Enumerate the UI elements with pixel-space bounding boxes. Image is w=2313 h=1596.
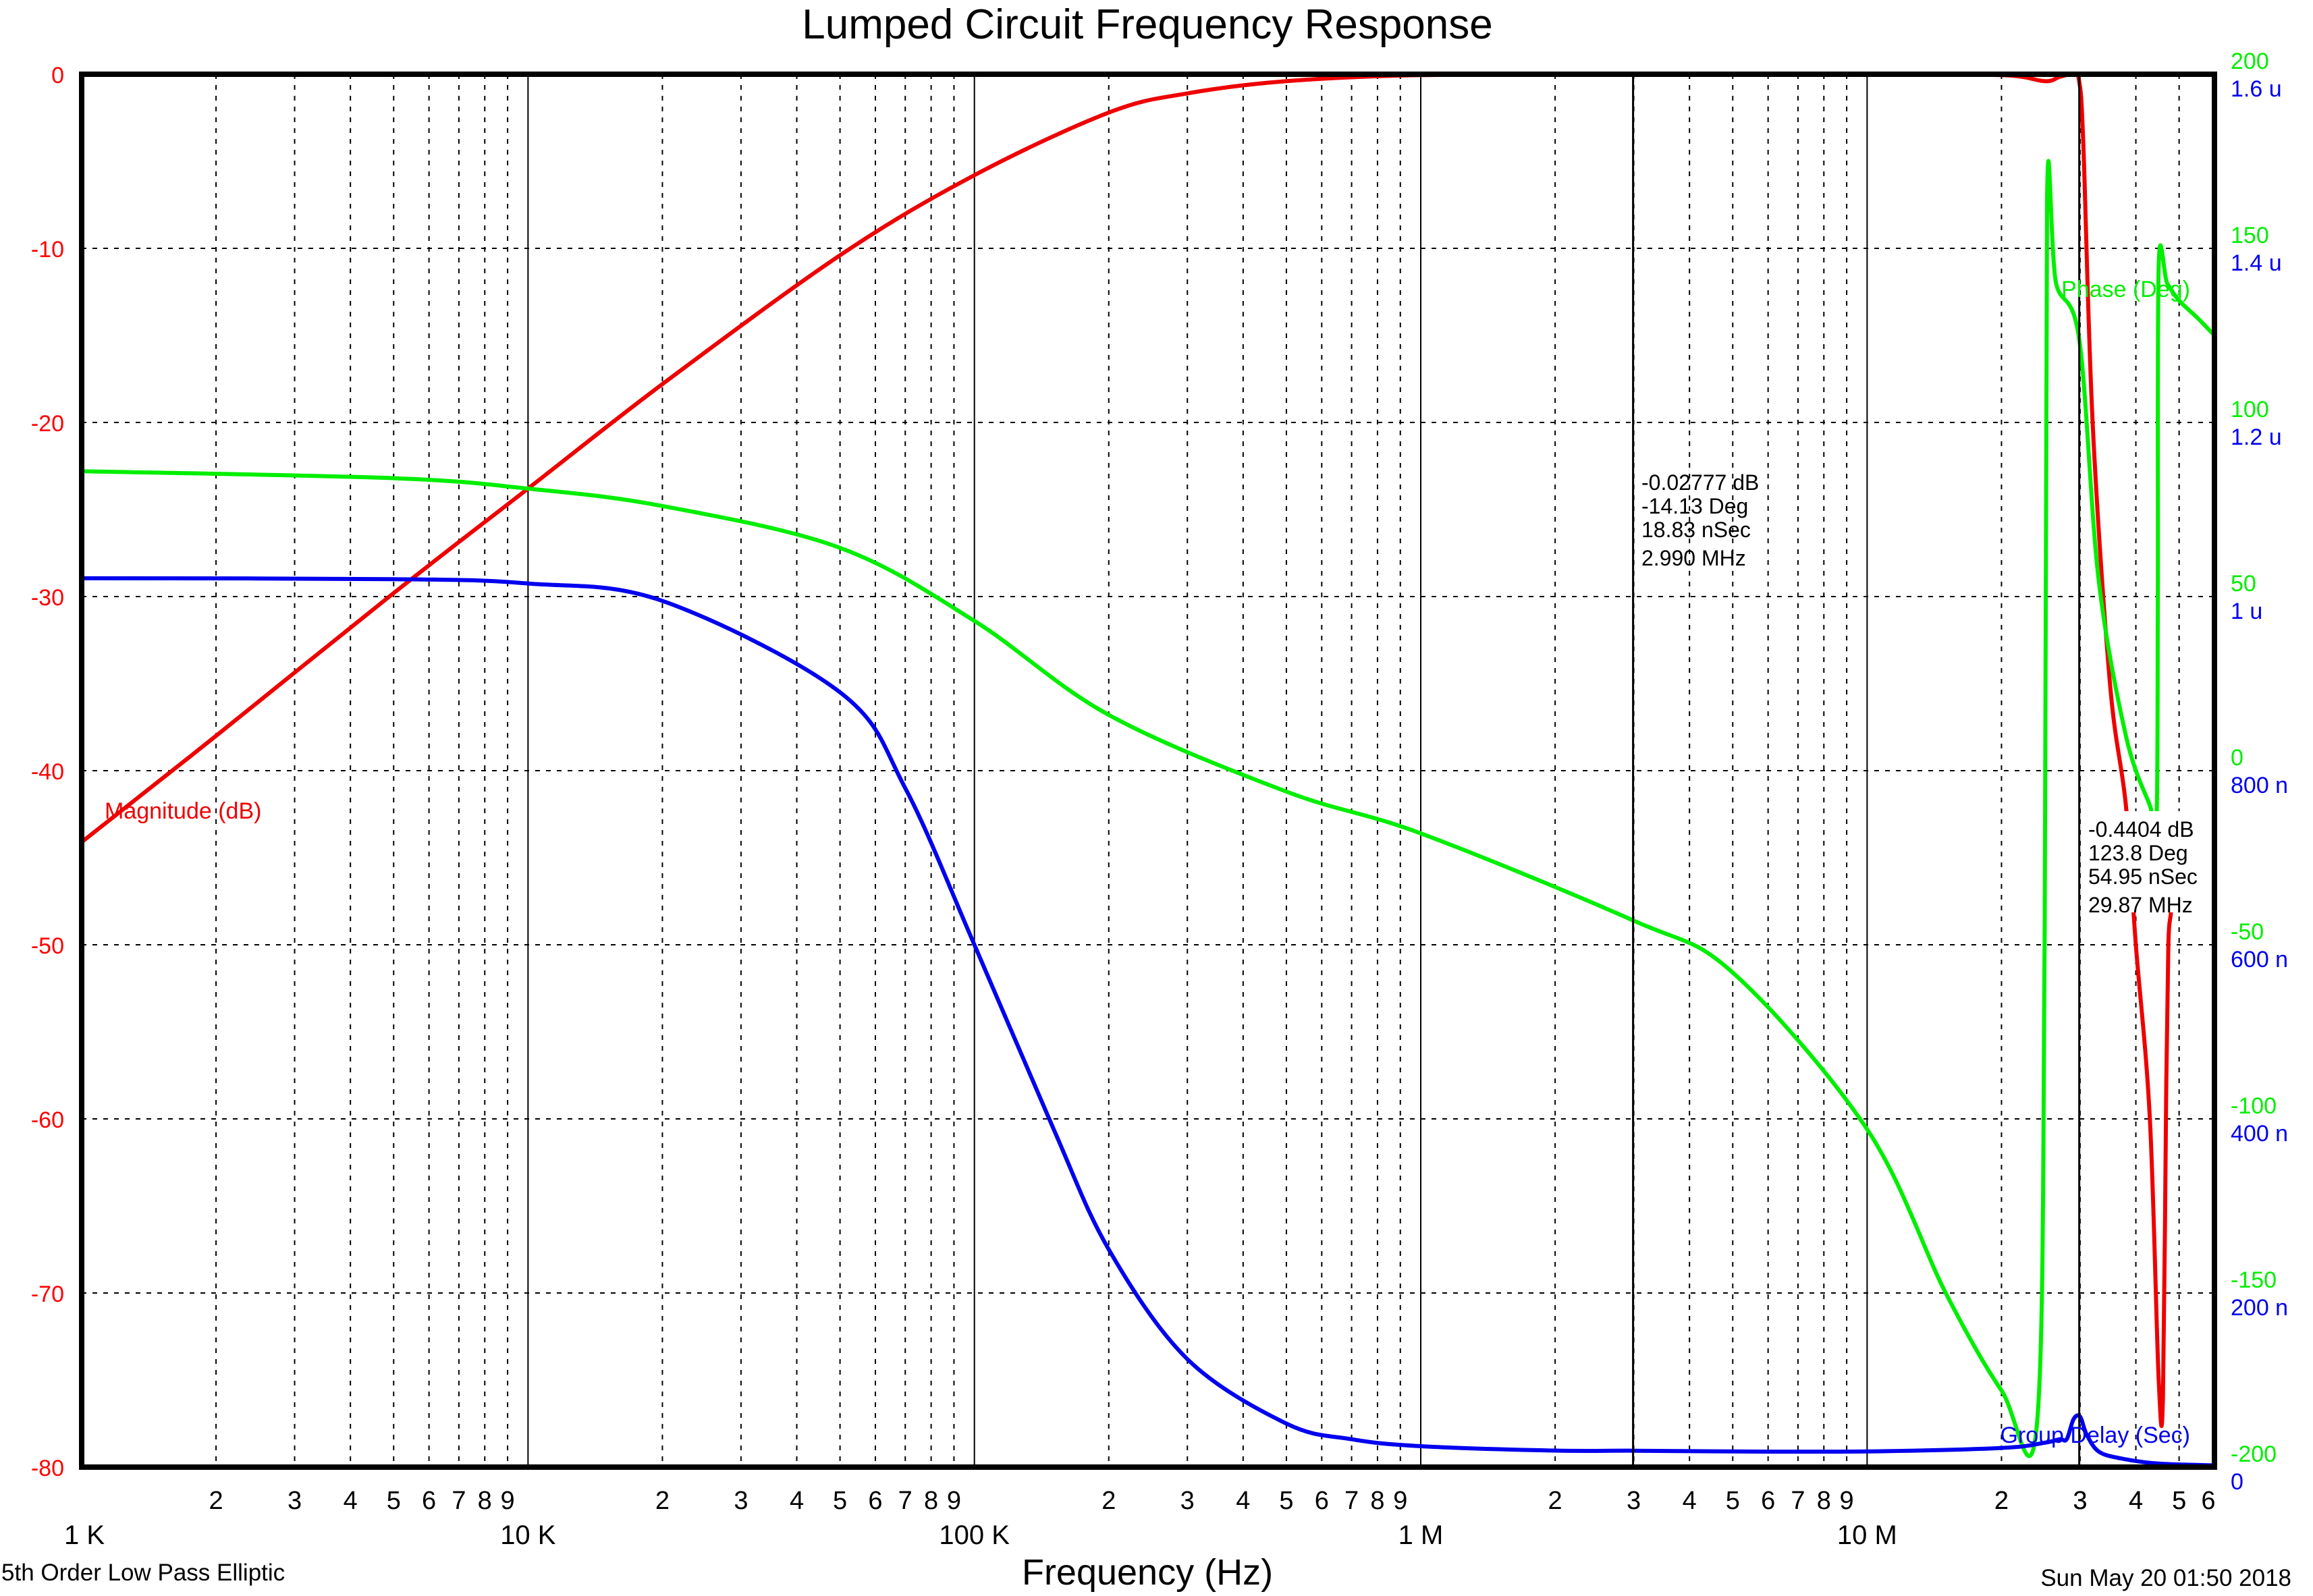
x-minor-tick-label: 4 bbox=[1683, 1487, 1697, 1515]
x-minor-tick-label: 6 bbox=[2201, 1487, 2215, 1515]
phase-tick-label: 100 bbox=[2231, 397, 2269, 422]
chart-subtitle: 5th Order Low Pass Elliptic bbox=[1, 1560, 285, 1586]
cursor-readout-line: -0.4404 dB bbox=[2088, 817, 2194, 842]
x-axis-title: Frequency (Hz) bbox=[1022, 1552, 1273, 1593]
x-minor-tick-label: 4 bbox=[2129, 1487, 2143, 1515]
x-major-tick-label: 100 K bbox=[939, 1520, 1010, 1550]
delay-tick-label: 400 n bbox=[2231, 1121, 2288, 1147]
x-minor-tick-label: 5 bbox=[833, 1487, 847, 1515]
x-minor-tick-label: 7 bbox=[898, 1487, 913, 1515]
x-minor-tick-label: 4 bbox=[2129, 1487, 2143, 1515]
x-minor-tick-label: 2 bbox=[655, 1487, 670, 1515]
cursor-readout-line: -14.13 Deg bbox=[1641, 494, 1748, 518]
cursor-readout-line: 54.95 nSec bbox=[2088, 864, 2198, 889]
chart-title: Lumped Circuit Frequency Response bbox=[802, 1, 1493, 48]
delay-tick-label: 1.6 u bbox=[2231, 76, 2282, 102]
phase-tick-label: 0 bbox=[2231, 745, 2243, 771]
left-tick-label: -70 bbox=[31, 1282, 64, 1307]
series-label: Magnitude (dB) bbox=[105, 798, 261, 824]
x-minor-tick-label: 2 bbox=[1548, 1487, 1562, 1515]
x-minor-tick-label: 2 bbox=[1994, 1487, 2009, 1515]
phase-tick-label: -50 bbox=[2231, 919, 2264, 945]
x-minor-tick-label: 4 bbox=[344, 1487, 358, 1515]
x-minor-tick-label: 3 bbox=[288, 1487, 302, 1515]
x-minor-tick-label: 7 bbox=[1344, 1487, 1359, 1515]
x-minor-tick-label: 3 bbox=[1627, 1487, 1641, 1515]
x-minor-tick-label: 9 bbox=[1840, 1487, 1854, 1515]
x-minor-tick-label: 3 bbox=[734, 1487, 748, 1515]
left-tick-label: 0 bbox=[51, 63, 64, 88]
left-tick-label: -10 bbox=[31, 237, 64, 263]
x-minor-tick-label: 3 bbox=[2073, 1487, 2087, 1515]
cursor-readout-line: 18.83 nSec bbox=[1641, 518, 1751, 542]
x-minor-tick-label: 7 bbox=[452, 1487, 466, 1515]
plot-frame bbox=[79, 72, 2217, 1470]
x-minor-tick-label: 6 bbox=[868, 1487, 882, 1515]
x-major-tick-label: 10 K bbox=[500, 1520, 556, 1550]
x-minor-tick-label: 9 bbox=[501, 1487, 515, 1515]
delay-tick-label: 800 n bbox=[2231, 773, 2288, 798]
x-minor-tick-label: 6 bbox=[1761, 1487, 1775, 1515]
series-line-magnitude bbox=[80, 72, 2177, 1428]
left-tick-label: -40 bbox=[31, 759, 64, 785]
x-minor-tick-label: 2 bbox=[1994, 1487, 2009, 1515]
x-minor-tick-label: 2 bbox=[209, 1487, 223, 1515]
left-tick-label: -20 bbox=[31, 411, 64, 437]
delay-tick-label: 1.2 u bbox=[2231, 424, 2282, 450]
phase-tick-label: 200 bbox=[2231, 49, 2269, 74]
x-minor-tick-label: 4 bbox=[790, 1487, 804, 1515]
cursor-readout-line: 123.8 Deg bbox=[2088, 841, 2188, 865]
delay-tick-label: 0 bbox=[2231, 1469, 2243, 1495]
cursor-readout-box bbox=[2083, 811, 2211, 912]
x-minor-tick-label: 8 bbox=[924, 1487, 938, 1515]
delay-tick-label: 200 n bbox=[2231, 1295, 2288, 1321]
timestamp: Sun May 20 01:50 2018 bbox=[2040, 1565, 2291, 1591]
left-tick-label: -30 bbox=[31, 585, 64, 611]
x-minor-tick-label: 5 bbox=[2172, 1487, 2186, 1515]
x-minor-tick-label: 5 bbox=[387, 1487, 401, 1515]
left-tick-label: -80 bbox=[31, 1456, 64, 1481]
x-major-tick-label: 1 K bbox=[64, 1520, 105, 1550]
delay-tick-label: 1 u bbox=[2231, 599, 2262, 624]
x-minor-tick-label: 8 bbox=[478, 1487, 492, 1515]
x-minor-tick-label: 4 bbox=[1236, 1487, 1250, 1515]
cursor-readout-line: 2.990 MHz bbox=[1641, 546, 1746, 570]
series-label: Group Delay (Sec) bbox=[2000, 1423, 2190, 1448]
x-major-tick-label: 10 M bbox=[1837, 1520, 1897, 1550]
grid-lines bbox=[82, 74, 2214, 1467]
x-minor-tick-label: 3 bbox=[2073, 1487, 2087, 1515]
phase-tick-label: 50 bbox=[2231, 571, 2256, 597]
left-tick-label: -60 bbox=[31, 1107, 64, 1133]
phase-tick-label: -200 bbox=[2231, 1441, 2277, 1467]
cursor-readout-line: -0.02777 dB bbox=[1641, 470, 1759, 495]
series-line-phase bbox=[80, 159, 2216, 1458]
x-minor-tick-label: 7 bbox=[1791, 1487, 1805, 1515]
series-label: Phase (Deg) bbox=[2061, 277, 2190, 302]
x-minor-tick-label: 2 bbox=[1101, 1487, 1116, 1515]
phase-tick-label: -150 bbox=[2231, 1267, 2277, 1293]
left-tick-label: -50 bbox=[31, 933, 64, 959]
x-minor-tick-label: 5 bbox=[1279, 1487, 1293, 1515]
phase-tick-label: -100 bbox=[2231, 1093, 2277, 1119]
x-minor-tick-label: 5 bbox=[2172, 1487, 2186, 1515]
x-minor-tick-label: 8 bbox=[1817, 1487, 1831, 1515]
x-minor-tick-label: 6 bbox=[1315, 1487, 1329, 1515]
series-line-group bbox=[80, 576, 2216, 1468]
x-minor-tick-label: 5 bbox=[1726, 1487, 1740, 1515]
cursor-readout-line: 29.87 MHz bbox=[2088, 893, 2193, 917]
series-group bbox=[80, 72, 2216, 1468]
x-minor-tick-label: 3 bbox=[1180, 1487, 1195, 1515]
phase-tick-label: 150 bbox=[2231, 223, 2269, 248]
x-minor-tick-label: 8 bbox=[1370, 1487, 1384, 1515]
x-minor-tick-label: 9 bbox=[1393, 1487, 1407, 1515]
delay-tick-label: 1.4 u bbox=[2231, 250, 2282, 276]
delay-tick-label: 600 n bbox=[2231, 947, 2288, 972]
x-major-tick-label: 1 M bbox=[1398, 1520, 1444, 1550]
x-minor-tick-label: 9 bbox=[947, 1487, 961, 1515]
x-minor-tick-label: 6 bbox=[422, 1487, 436, 1515]
